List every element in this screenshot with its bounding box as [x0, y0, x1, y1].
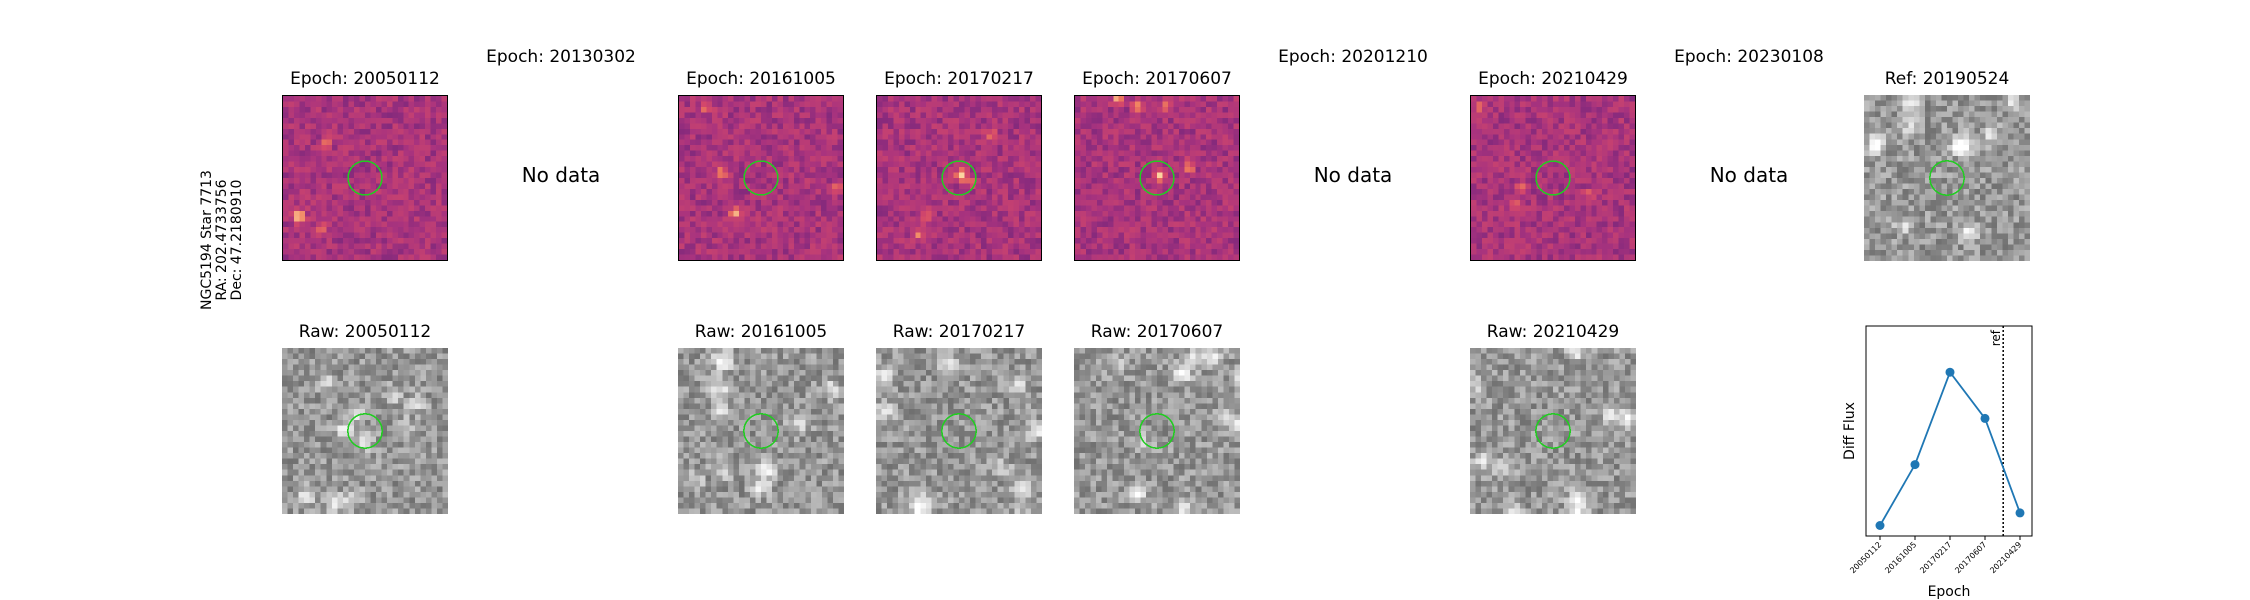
diff-image: [1075, 96, 1239, 260]
target-label-text: NGC5194 Star 7713 RA: 202.4733756 Dec: 4…: [198, 170, 245, 310]
raw-image: [876, 348, 1042, 514]
aperture-circle: [1139, 413, 1175, 449]
aperture-circle: [1535, 413, 1571, 449]
raw-title: Raw: 20170217: [892, 322, 1026, 342]
aperture-circle: [347, 160, 383, 196]
raw-image-panel: [1470, 348, 1636, 514]
target-ra: RA: 202.4733756: [213, 179, 230, 301]
no-data-label: No data: [521, 163, 601, 187]
raw-image: [1864, 95, 2030, 261]
diff-image: [679, 96, 843, 260]
raw-title: Raw: 20170607: [1090, 322, 1224, 342]
aperture-circle: [941, 413, 977, 449]
diff-image-panel: [1074, 95, 1240, 261]
diff-image-panel: [876, 95, 1042, 261]
plot-frame: [1865, 325, 2033, 537]
no-data-label: No data: [1709, 163, 1789, 187]
no-data-label: No data: [1313, 163, 1393, 187]
diff-image: [1471, 96, 1635, 260]
data-point: [1875, 521, 1885, 530]
aperture-circle: [1535, 160, 1571, 196]
aperture-circle: [743, 413, 779, 449]
aperture-circle: [1139, 160, 1175, 196]
epoch-title: Epoch: 20161005: [686, 69, 836, 89]
series-line: [1879, 370, 2021, 526]
epoch-title: Epoch: 20170607: [1082, 69, 1232, 89]
raw-image: [678, 348, 844, 514]
y-axis-label: Diff Flux: [1842, 402, 1858, 460]
raw-title: Raw: 20161005: [694, 322, 828, 342]
reference-title: Ref: 20190524: [1884, 69, 2010, 89]
epoch-title: Epoch: 20201210: [1278, 47, 1428, 67]
x-tick-label: 20210429: [1988, 540, 2023, 575]
x-tick-label: 20050112: [1848, 540, 1883, 575]
reference-image-panel: [1864, 95, 2030, 261]
diff-image-panel: [1470, 95, 1636, 261]
epoch-title: Epoch: 20130302: [486, 47, 636, 67]
target-dec: Dec: 47.2180910: [228, 179, 245, 301]
raw-image-panel: [876, 348, 1042, 514]
raw-image: [1470, 348, 1636, 514]
aperture-circle: [743, 160, 779, 196]
diff-image-panel: [282, 95, 448, 261]
raw-image-panel: [1074, 348, 1240, 514]
reference-line-label: ref: [1989, 329, 2003, 346]
target-name: NGC5194 Star 7713: [198, 170, 215, 310]
data-point: [1945, 367, 1955, 377]
raw-title: Raw: 20050112: [298, 322, 432, 342]
data-point: [1980, 413, 1990, 423]
raw-image: [282, 348, 448, 514]
aperture-circle: [941, 160, 977, 196]
diff-image-panel: [678, 95, 844, 261]
epoch-title: Epoch: 20050112: [290, 69, 440, 89]
x-axis-label: Epoch: [1928, 584, 1971, 600]
raw-image: [1074, 348, 1240, 514]
x-tick-label: 20170217: [1918, 540, 1953, 575]
epoch-title: Epoch: 20170217: [884, 69, 1034, 89]
epoch-title: Epoch: 20230108: [1674, 47, 1824, 67]
aperture-circle: [347, 413, 383, 449]
light-curve-chart: ref 20050112 20161005 20170217 20170607 20210…: [1808, 320, 2228, 600]
x-tick-label: 20170607: [1953, 540, 1988, 575]
diff-image: [283, 96, 447, 260]
data-point: [1910, 460, 1920, 470]
aperture-circle: [1929, 160, 1965, 196]
data-point: [2015, 508, 2025, 518]
epoch-title: Epoch: 20210429: [1478, 69, 1628, 89]
x-tick-label: 20161005: [1883, 540, 1918, 575]
raw-image-panel: [678, 348, 844, 514]
diff-image: [877, 96, 1041, 260]
raw-image-panel: [282, 348, 448, 514]
raw-title: Raw: 20210429: [1486, 322, 1620, 342]
